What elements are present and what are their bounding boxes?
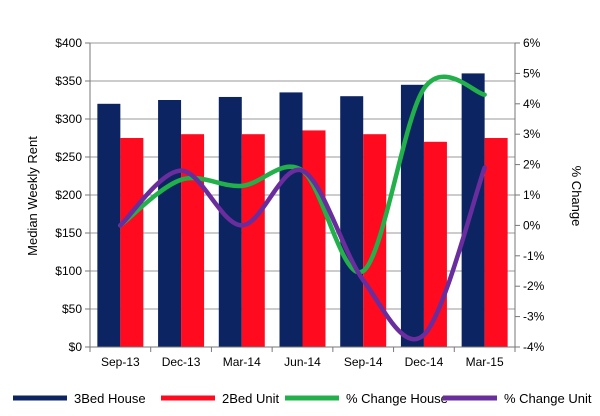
legend-label: % Change House [346, 391, 448, 406]
bar-3bed-house [400, 84, 424, 348]
y-tick-label: $350 [55, 74, 82, 88]
bar-2bed-unit [302, 130, 326, 347]
y-tick-label: $400 [55, 36, 82, 50]
line-series [118, 74, 487, 342]
y-tick-label: $150 [55, 226, 82, 240]
y-tick-label: $100 [55, 264, 82, 278]
y2-axis-title: % Change [569, 166, 584, 227]
legend: 3Bed House 2Bed Unit % Change House % Chang… [13, 391, 592, 406]
y2-tick-label: 6% [523, 36, 541, 50]
y-tick-label: $200 [55, 188, 82, 202]
legend-label: % Change Unit [504, 391, 592, 406]
y-tick-label: $50 [62, 302, 82, 316]
bar-series [97, 73, 508, 348]
y-tick-label: $300 [55, 112, 82, 126]
bar-2bed-unit [120, 138, 144, 347]
y2-tick-label: 0% [523, 218, 541, 232]
y2-tick-label: 3% [523, 127, 541, 141]
x-tick-label: Dec-13 [162, 355, 201, 369]
bar-3bed-house [340, 96, 364, 347]
y2-tick-label: -2% [523, 279, 545, 293]
x-axis-ticks: Sep-13 Dec-13 Mar-14 Jun-14 Sep-14 Dec-14 Mar-… [101, 355, 504, 369]
line--change-house [118, 74, 487, 275]
y2-tick-label: 5% [523, 66, 541, 80]
x-tick-label: Sep-14 [344, 355, 383, 369]
bar-2bed-unit [181, 134, 205, 347]
y2-tick-label: 1% [523, 188, 541, 202]
bar-3bed-house [97, 103, 121, 347]
y2-tick-label: -4% [523, 340, 545, 354]
x-tick-label: Mar-14 [223, 355, 261, 369]
legend-label: 2Bed Unit [222, 391, 279, 406]
bar-2bed-unit [241, 134, 265, 347]
x-tick-label: Mar-15 [466, 355, 504, 369]
x-tick-label: Dec-14 [405, 355, 444, 369]
right-axis-ticks: -4% -3% -2% -1% 0% 1% 2% 3% 4% 5% 6% [523, 36, 545, 354]
y-tick-label: $250 [55, 150, 82, 164]
x-tick-label: Jun-14 [284, 355, 321, 369]
bar-2bed-unit [363, 134, 387, 347]
bar-3bed-house [158, 100, 182, 347]
y2-tick-label: 4% [523, 97, 541, 111]
y-axis-title: Median Weekly Rent [25, 136, 40, 256]
x-tick-label: Sep-13 [101, 355, 140, 369]
bar-2bed-unit [484, 138, 508, 347]
axes [85, 42, 520, 352]
bar-3bed-house [279, 92, 303, 348]
y2-tick-label: 2% [523, 158, 541, 172]
legend-label: 3Bed House [74, 391, 146, 406]
y2-tick-label: -1% [523, 249, 545, 263]
y-tick-label: $0 [69, 340, 83, 354]
y2-tick-label: -3% [523, 310, 545, 324]
line--change-unit [118, 165, 487, 342]
left-axis-ticks: $0 $50 $100 $150 $200 $250 $300 $350 $400 [55, 36, 82, 354]
bar-2bed-unit [423, 141, 447, 347]
